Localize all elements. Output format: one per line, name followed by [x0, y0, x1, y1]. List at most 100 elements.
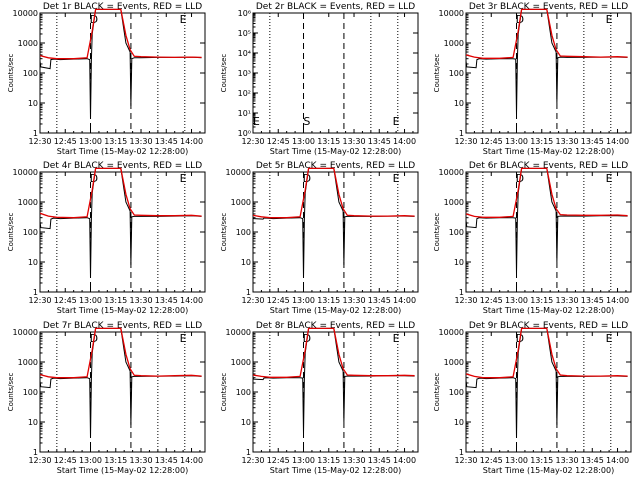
x-tick-label: 12:30: [28, 137, 51, 146]
y-axis-label: Counts/sec: [433, 54, 441, 93]
plot-annotation: E: [606, 332, 613, 345]
detector-panel: Det 7r BLACK = Events, RED = LLD 12:30 12:…: [7, 321, 206, 475]
x-tick-label: 14:00: [180, 137, 203, 146]
lld-series-line: [40, 327, 202, 379]
y-tick-label: 1000: [231, 358, 251, 367]
plot-title: Det 8r BLACK = Events, RED = LLD: [256, 321, 415, 331]
y-tick-label: 10: [28, 99, 38, 108]
x-tick-label: 13:15: [530, 456, 553, 465]
x-tick-label: 13:00: [292, 296, 315, 305]
x-tick-label: 13:45: [581, 456, 604, 465]
y-axis-label: Counts/sec: [220, 54, 228, 93]
detector-panel: Det 2r BLACK = Events, RED = LLD 12:30 12:…: [220, 2, 419, 156]
y-tick-label: 10: [28, 258, 38, 267]
y-tick-label: 10000: [13, 328, 38, 337]
x-tick-label: 13:30: [555, 456, 578, 465]
y-tick-label: 10000: [226, 168, 251, 177]
x-tick-label: 14:00: [393, 137, 416, 146]
x-tick-label: 14:00: [393, 296, 416, 305]
y-tick-label: 10: [454, 258, 464, 267]
y-tick-label: 10: [28, 418, 38, 427]
y-tick-label: 1000: [18, 39, 38, 48]
y-tick-label: 10000: [439, 328, 464, 337]
plot-annotation: E: [180, 172, 187, 185]
x-tick-label: 12:45: [54, 296, 77, 305]
x-tick-label: 13:45: [581, 137, 604, 146]
x-tick-label: 13:45: [155, 456, 178, 465]
y-tick-label: 1: [33, 448, 38, 457]
x-tick-label: 12:30: [454, 137, 477, 146]
events-series-line: [466, 327, 628, 438]
x-tick-label: 13:30: [342, 137, 365, 146]
y-tick-label: 10000: [439, 168, 464, 177]
y-tick-label: 10000: [13, 9, 38, 18]
plot-title: Det 6r BLACK = Events, RED = LLD: [469, 161, 628, 171]
y-tick-label: 10: [454, 418, 464, 427]
y-tick-label: 1: [33, 288, 38, 297]
x-tick-label: 12:30: [28, 456, 51, 465]
events-series-line: [40, 327, 202, 438]
x-tick-label: 13:15: [530, 137, 553, 146]
x-axis-label: Start Time (15-May-02 12:28:00): [57, 147, 188, 156]
y-axis-label: Counts/sec: [7, 213, 15, 252]
detector-panel: Det 4r BLACK = Events, RED = LLD 12:30 12:…: [7, 161, 206, 315]
x-tick-label: 13:45: [155, 296, 178, 305]
x-tick-label: 14:00: [393, 456, 416, 465]
x-tick-label: 13:30: [342, 296, 365, 305]
x-tick-label: 13:30: [555, 296, 578, 305]
series-group: [40, 327, 202, 438]
lld-series-line: [466, 8, 628, 59]
x-tick-label: 13:30: [129, 296, 152, 305]
plot-annotation: E: [393, 332, 400, 345]
x-tick-label: 14:00: [180, 456, 203, 465]
y-tick-label: 10⁶: [238, 9, 251, 18]
x-tick-label: 12:45: [54, 137, 77, 146]
x-tick-label: 12:30: [241, 296, 264, 305]
x-axis-label: Start Time (15-May-02 12:28:00): [483, 147, 614, 156]
plot-frame: [465, 12, 632, 134]
detector-panel: Det 8r BLACK = Events, RED = LLD 12:30 12:…: [220, 321, 419, 475]
y-tick-label: 100: [23, 69, 38, 78]
x-tick-label: 13:00: [79, 456, 102, 465]
x-tick-label: 13:45: [155, 137, 178, 146]
series-group: [253, 167, 415, 278]
detector-panel: Det 9r BLACK = Events, RED = LLD 12:30 12:…: [433, 321, 632, 475]
plot-frame: [252, 331, 419, 453]
lld-series-line: [40, 8, 202, 60]
y-tick-label: 1000: [18, 198, 38, 207]
y-axis-label: Counts/sec: [220, 213, 228, 252]
x-tick-label: 12:30: [28, 296, 51, 305]
plot-title: Det 2r BLACK = Events, RED = LLD: [256, 2, 415, 12]
x-tick-label: 14:00: [606, 456, 629, 465]
plot-frame: [465, 171, 632, 293]
x-tick-label: 13:15: [317, 137, 340, 146]
x-tick-label: 13:30: [129, 456, 152, 465]
plot-title: Det 1r BLACK = Events, RED = LLD: [43, 2, 202, 12]
plot-frame: [39, 331, 206, 453]
detector-panel: Det 6r BLACK = Events, RED = LLD 12:30 12:…: [433, 161, 632, 315]
detector-panel: Det 1r BLACK = Events, RED = LLD 12:30 12:…: [7, 2, 206, 156]
x-tick-label: 13:15: [104, 137, 127, 146]
y-tick-label: 1000: [444, 198, 464, 207]
lld-series-line: [253, 167, 415, 219]
x-tick-label: 13:00: [505, 456, 528, 465]
plot-annotation: E: [253, 115, 260, 128]
x-axis-label: Start Time (15-May-02 12:28:00): [270, 147, 401, 156]
x-tick-label: 12:45: [54, 456, 77, 465]
x-tick-label: 13:45: [368, 456, 391, 465]
series-group: [40, 8, 202, 119]
plot-annotation: E: [180, 332, 187, 345]
x-tick-label: 13:30: [129, 137, 152, 146]
lld-series-line: [466, 327, 628, 379]
x-tick-label: 12:45: [480, 137, 503, 146]
x-tick-label: 13:00: [505, 296, 528, 305]
detector-panel: Det 3r BLACK = Events, RED = LLD 12:30 12:…: [433, 2, 632, 156]
x-tick-label: 13:45: [368, 296, 391, 305]
y-tick-label: 10000: [226, 328, 251, 337]
series-group: [466, 327, 628, 438]
x-tick-label: 12:30: [241, 456, 264, 465]
x-tick-label: 12:30: [241, 137, 264, 146]
plot-title: Det 3r BLACK = Events, RED = LLD: [469, 2, 628, 12]
x-tick-label: 13:15: [317, 456, 340, 465]
